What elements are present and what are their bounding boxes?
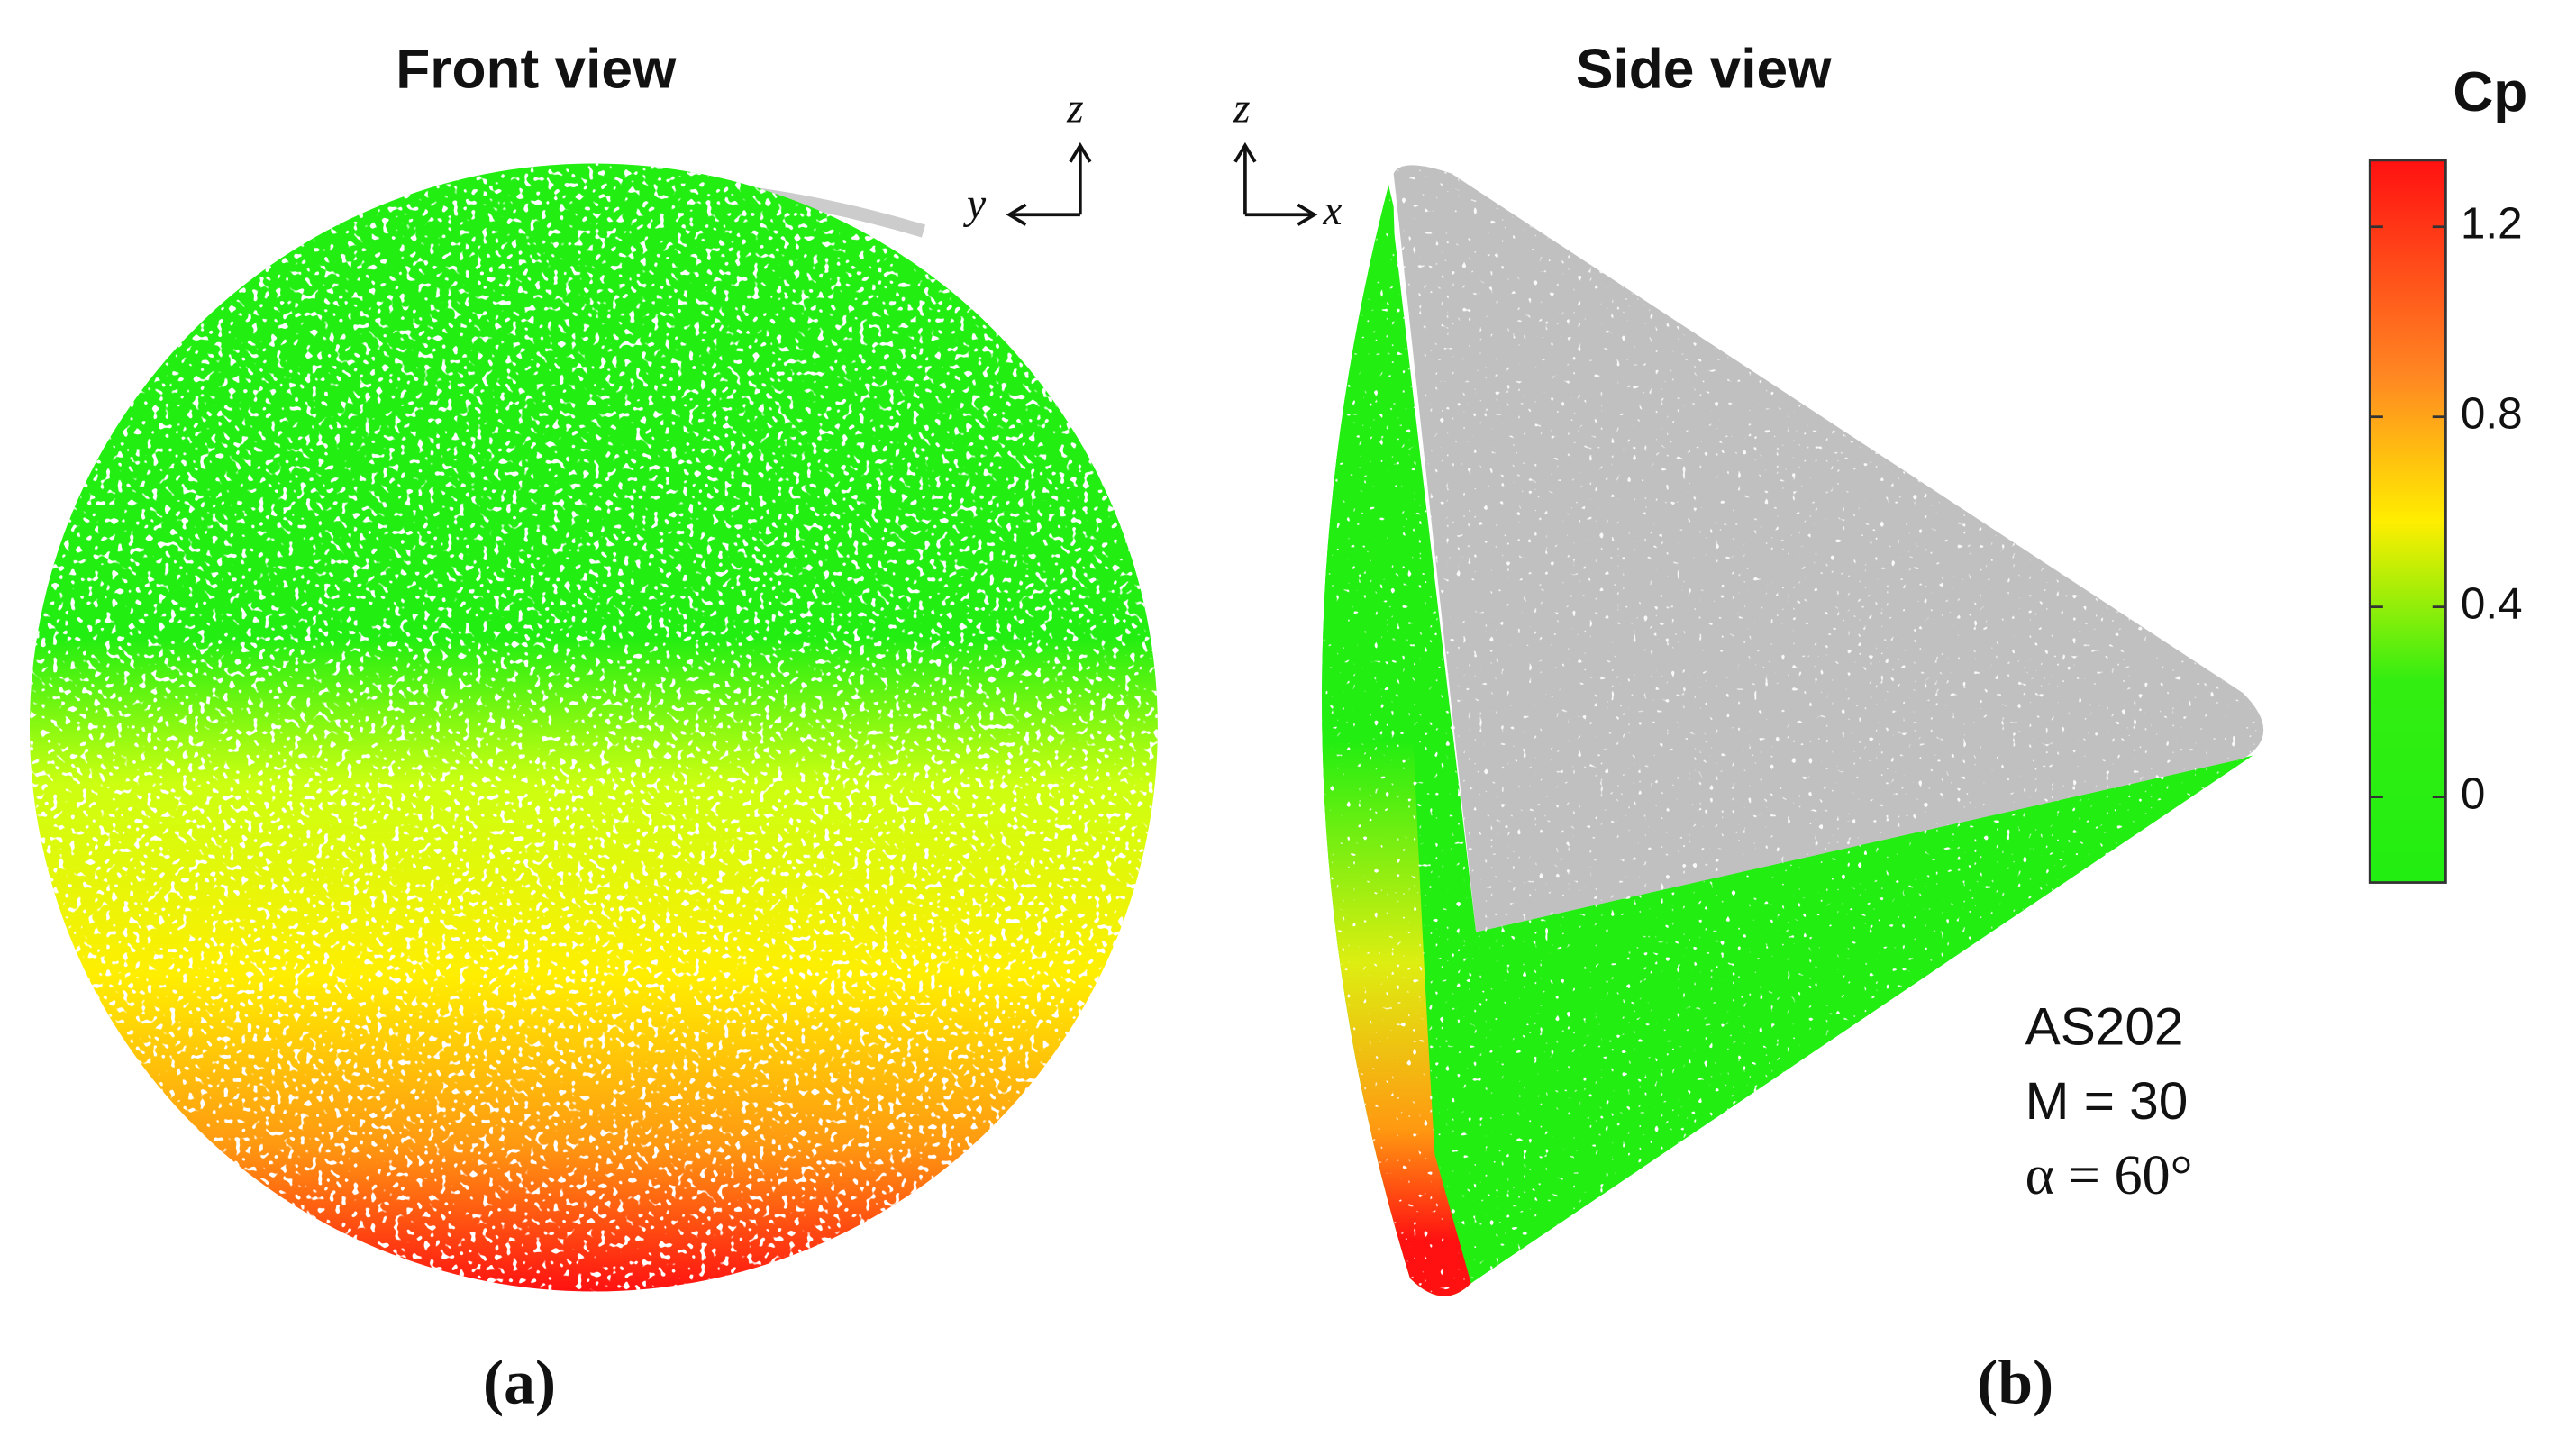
axis-label: y bbox=[963, 181, 987, 228]
arrow-head bbox=[1297, 203, 1318, 226]
colorbar-ticks: 0 0.4 0.8 1.2 bbox=[2370, 199, 2523, 819]
annotation: AS202 bbox=[2025, 998, 2184, 1057]
colorbar bbox=[2368, 159, 2447, 884]
speckle bbox=[29, 163, 1158, 1292]
axis-label: z bbox=[1066, 86, 1084, 132]
arrow-head bbox=[1006, 203, 1027, 226]
panel-label: (b) bbox=[1977, 1348, 2053, 1417]
panel-title: Side view bbox=[1576, 38, 1832, 100]
tick-label: 0.8 bbox=[2461, 389, 2523, 439]
arrow-head bbox=[1069, 141, 1092, 163]
annotation: M = 30 bbox=[2025, 1072, 2189, 1131]
tick-label: 0.4 bbox=[2461, 579, 2523, 629]
tick-label: 1.2 bbox=[2461, 199, 2523, 249]
arrow-head bbox=[1233, 141, 1257, 163]
axis-label: x bbox=[1322, 187, 1342, 234]
colorbar-title: Cp bbox=[2453, 61, 2527, 123]
tick-label: 0 bbox=[2461, 769, 2485, 819]
annotation: α = 60° bbox=[2025, 1145, 2193, 1206]
axis-label: z bbox=[1233, 86, 1251, 132]
panel-label: (a) bbox=[483, 1348, 556, 1417]
panel-title: Front view bbox=[396, 38, 677, 100]
